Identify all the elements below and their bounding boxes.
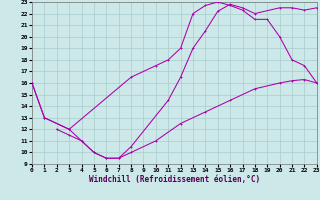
- X-axis label: Windchill (Refroidissement éolien,°C): Windchill (Refroidissement éolien,°C): [89, 175, 260, 184]
